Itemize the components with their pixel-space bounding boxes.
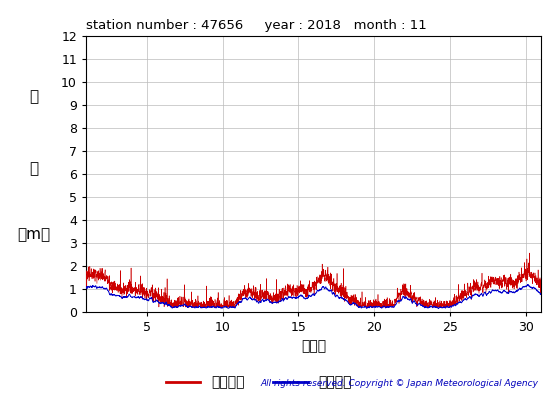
Text: 波: 波 (29, 89, 38, 104)
X-axis label: （日）: （日） (301, 340, 326, 354)
Legend: 最大波高, 有義波高: 最大波高, 有義波高 (160, 370, 358, 395)
Text: （m）: （m） (17, 227, 51, 242)
Text: station number : 47656     year : 2018   month : 11: station number : 47656 year : 2018 month… (86, 19, 427, 32)
Text: 高: 高 (29, 161, 38, 176)
Text: All rights reserved. Copyright © Japan Meteorological Agency: All rights reserved. Copyright © Japan M… (260, 379, 538, 388)
